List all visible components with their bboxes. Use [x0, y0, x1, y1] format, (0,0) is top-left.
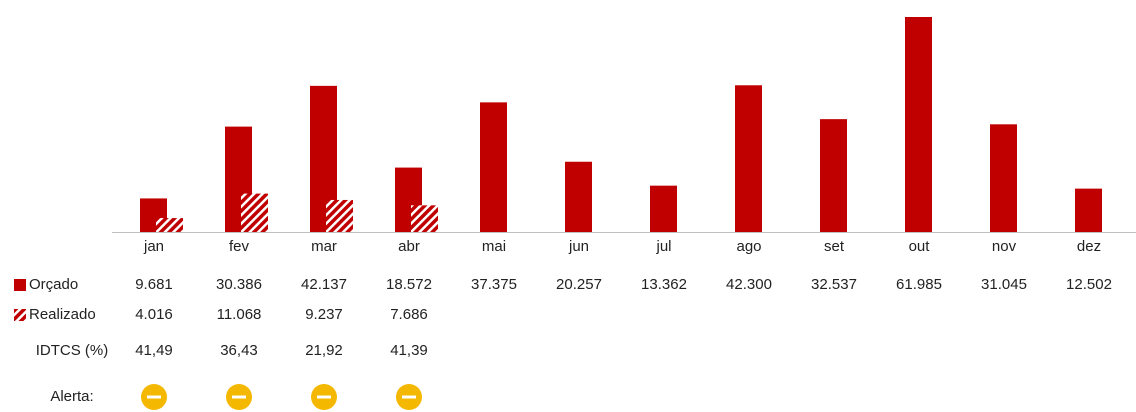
x-tick-label: fev	[229, 238, 250, 255]
value-label: 4.016	[135, 306, 173, 323]
row-value: 41,49	[135, 342, 173, 359]
x-tick-label: ago	[736, 238, 761, 255]
bar	[411, 205, 438, 232]
alert-label: Alerta:	[50, 388, 93, 405]
alert-icons	[141, 384, 422, 410]
bar	[480, 102, 507, 232]
value-label: 31.045	[981, 276, 1027, 293]
value-label: 37.375	[471, 276, 517, 293]
x-tick-label: jan	[143, 238, 164, 255]
value-label: 61.985	[896, 276, 942, 293]
value-label: 42.300	[726, 276, 772, 293]
x-tick-label: out	[909, 238, 931, 255]
value-label: 9.681	[135, 276, 173, 293]
legend-swatch	[14, 309, 26, 321]
row-value: 21,92	[305, 342, 343, 359]
bar	[326, 199, 353, 232]
legend-label: Realizado	[29, 306, 96, 323]
value-label: 32.537	[811, 276, 857, 293]
bar	[735, 85, 762, 232]
value-label: 12.502	[1066, 276, 1112, 293]
legend-label: Orçado	[29, 276, 78, 293]
bar	[990, 124, 1017, 232]
row-value: 41,39	[390, 342, 428, 359]
x-tick-label: abr	[398, 238, 420, 255]
value-label: 20.257	[556, 276, 602, 293]
legend-swatch	[14, 279, 26, 291]
value-label: 42.137	[301, 276, 347, 293]
x-tick-label: jul	[655, 238, 671, 255]
value-label: 9.237	[305, 306, 343, 323]
value-label: 7.686	[390, 306, 428, 323]
alert-icon	[311, 384, 337, 410]
bar	[241, 193, 268, 232]
bar	[905, 17, 932, 232]
bar	[1075, 188, 1102, 232]
x-tick-label: mar	[311, 238, 337, 255]
bar	[650, 185, 677, 232]
bar	[156, 218, 183, 232]
value-label: 30.386	[216, 276, 262, 293]
alert-icon	[226, 384, 252, 410]
row-value: 36,43	[220, 342, 258, 359]
x-tick-label: set	[824, 238, 845, 255]
alert-icon	[396, 384, 422, 410]
row-label: IDTCS (%)	[36, 342, 109, 359]
alert-icon	[141, 384, 167, 410]
x-tick-label: dez	[1077, 238, 1101, 255]
value-label: 11.068	[217, 306, 262, 323]
value-label: 13.362	[641, 276, 687, 293]
bar	[820, 119, 847, 232]
value-label: 18.572	[386, 276, 432, 293]
x-tick-label: nov	[992, 238, 1017, 255]
bar	[565, 161, 592, 232]
x-tick-label: jun	[568, 238, 589, 255]
x-tick-label: mai	[482, 238, 506, 255]
